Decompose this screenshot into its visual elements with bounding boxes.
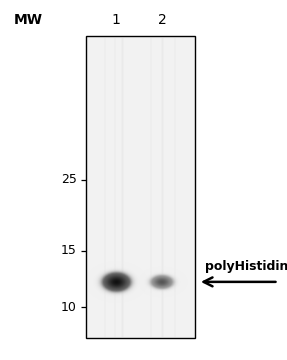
Text: 15: 15: [61, 244, 77, 257]
Text: 2: 2: [158, 13, 166, 27]
Text: 10: 10: [61, 301, 77, 314]
FancyBboxPatch shape: [86, 36, 195, 338]
Text: 1: 1: [112, 13, 121, 27]
Text: MW: MW: [14, 13, 43, 27]
Text: polyHistidine: polyHistidine: [205, 260, 287, 273]
Text: 25: 25: [61, 173, 77, 186]
